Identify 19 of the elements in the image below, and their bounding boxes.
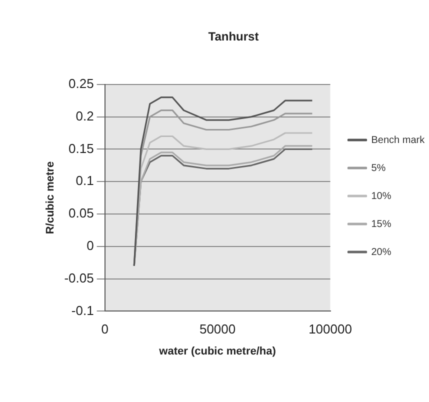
legend-label: 15% bbox=[371, 218, 392, 230]
y-tick-label: 0.2 bbox=[76, 108, 94, 124]
y-tick-label: 0 bbox=[86, 238, 94, 253]
y-tick-label: -0.1 bbox=[71, 302, 94, 318]
y-tick-label: 0.05 bbox=[68, 206, 94, 221]
y-tick-label: 0.15 bbox=[68, 140, 94, 156]
y-tick-label: 0.25 bbox=[68, 76, 94, 91]
x-tick-label: 50000 bbox=[199, 322, 236, 337]
chart-title: Tanhurst bbox=[208, 30, 259, 44]
y-tick-label: 0.1 bbox=[76, 173, 94, 188]
y-axis-title: R/cubic metre bbox=[44, 161, 57, 234]
y-tick-label: -0.05 bbox=[64, 270, 94, 286]
x-tick-label: 100000 bbox=[308, 322, 352, 337]
legend-label: 5% bbox=[371, 162, 386, 174]
x-axis-title: water (cubic metre/ha) bbox=[158, 345, 276, 358]
legend-label: Bench mark bbox=[371, 134, 426, 146]
legend-label: 10% bbox=[371, 190, 392, 202]
x-tick-label: 0 bbox=[101, 322, 108, 337]
legend-label: 20% bbox=[371, 246, 392, 258]
